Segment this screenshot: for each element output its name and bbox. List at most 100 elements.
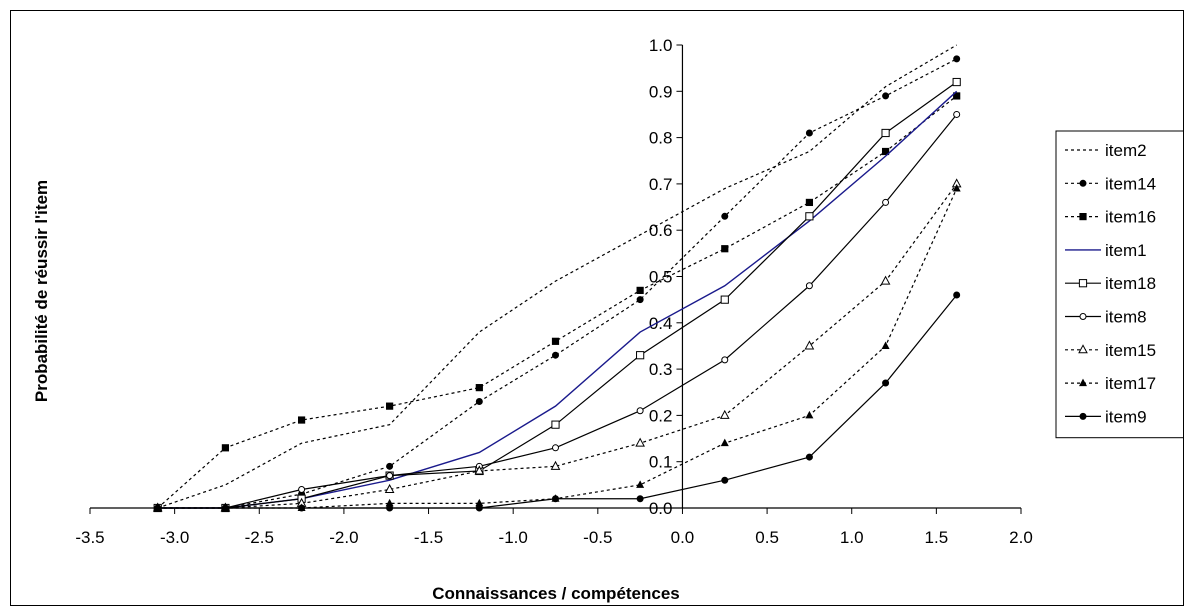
data-point-item14	[475, 398, 483, 406]
data-point-item18	[881, 128, 890, 138]
data-point-item18	[551, 420, 560, 429]
data-point-item9	[154, 504, 162, 512]
legend-label-item9: item9	[1105, 407, 1147, 426]
data-point-item9	[298, 504, 306, 512]
legend-marker-item14	[1079, 179, 1087, 187]
series-item8	[154, 110, 961, 512]
y-axis-title: Probabilité de réussir l'item	[32, 180, 51, 402]
data-point-item18	[720, 295, 729, 304]
legend-box	[1055, 130, 1183, 439]
x-tick-label: 0.5	[755, 528, 779, 547]
data-point-item9	[475, 504, 483, 512]
y-tick-label: 0.0	[649, 499, 673, 518]
legend-marker-item8	[1079, 313, 1087, 320]
data-point-item17	[636, 480, 645, 488]
series-item9	[154, 291, 961, 512]
series-item15	[152, 178, 962, 512]
legend-marker-item15	[1078, 344, 1088, 354]
series-line-item14	[157, 58, 957, 509]
legend-item-item14: item14	[1065, 174, 1156, 193]
data-point-item15	[804, 340, 815, 350]
series-item2	[157, 44, 957, 509]
data-point-item15	[880, 275, 891, 285]
data-point-item9	[221, 504, 229, 512]
legend-item-item18: item18	[1065, 274, 1156, 293]
data-point-item17	[385, 498, 394, 507]
data-point-item17	[881, 341, 890, 349]
data-point-item9	[805, 453, 813, 461]
data-point-item14	[386, 462, 394, 470]
data-point-item9	[721, 476, 729, 484]
data-point-item15	[550, 460, 561, 470]
data-point-item17	[805, 410, 814, 419]
data-point-item15	[719, 409, 730, 419]
chart-frame: -3.5 -3.0 -2.5 -2.0 -1.5 -1.0 -0.5 0.0 0.5 1.0 1.5…	[10, 10, 1184, 606]
data-point-item8	[298, 485, 306, 493]
legend-label-item14: item14	[1105, 174, 1156, 193]
data-point-item14	[882, 92, 890, 100]
series-line-item17	[157, 188, 958, 509]
y-tick-label: 0.1	[649, 453, 673, 472]
data-point-item16	[953, 92, 961, 100]
x-tick-label: 2.0	[1009, 528, 1033, 547]
x-tick-label: -1.5	[414, 528, 443, 547]
data-point-item14	[805, 129, 813, 137]
data-point-item8	[552, 444, 559, 452]
data-point-item14	[721, 212, 729, 220]
data-point-item17	[952, 184, 961, 192]
data-point-item16	[221, 444, 230, 452]
y-tick-label: 0.5	[649, 268, 673, 287]
data-point-item8	[882, 198, 890, 206]
data-point-item15	[474, 465, 485, 475]
legend-label-item15: item15	[1105, 341, 1156, 360]
data-point-item17	[720, 438, 729, 447]
axes: -3.5 -3.0 -2.5 -2.0 -1.5 -1.0 -0.5 0.0 0.5 1.0 1.5…	[75, 36, 1032, 547]
data-point-item9	[882, 379, 890, 387]
y-tick-label: 0.7	[649, 175, 673, 194]
legend-item-item2: item2	[1065, 141, 1147, 160]
y-tick-label: 0.8	[649, 129, 673, 148]
line-chart: -3.5 -3.0 -2.5 -2.0 -1.5 -1.0 -0.5 0.0 0.5 1.0 1.5…	[32, 36, 1183, 603]
legend-label-item16: item16	[1105, 208, 1156, 227]
x-tick-label: -3.0	[160, 528, 189, 547]
legend-item-item8: item8	[1065, 308, 1147, 327]
x-tick-label: 1.0	[840, 528, 864, 547]
data-point-item16	[805, 198, 814, 207]
data-point-item15	[635, 437, 645, 447]
series-line-item18	[157, 81, 958, 509]
y-tick-label: 0.6	[649, 221, 673, 240]
data-point-item16	[721, 245, 729, 253]
legend-marker-item17	[1079, 378, 1087, 387]
data-point-item16	[386, 402, 394, 410]
legend-label-item8: item8	[1105, 308, 1147, 327]
legend-item-item15: item15	[1065, 341, 1156, 360]
y-tick-label: 0.2	[649, 406, 673, 425]
legend-marker-item9	[1079, 412, 1087, 420]
data-point-item8	[386, 472, 394, 480]
legend: item2 item14 item16 item1 item18 item8 item15 i…	[1055, 130, 1183, 439]
data-point-item16	[636, 286, 644, 294]
legend-marker-item16	[1079, 213, 1087, 221]
series-line-item16	[157, 95, 958, 509]
data-point-item9	[953, 291, 961, 299]
y-tick-label: 1.0	[649, 36, 673, 55]
x-axis-title: Connaissances / compétences	[432, 584, 680, 603]
data-point-item18	[805, 212, 814, 221]
data-point-item16	[297, 416, 306, 424]
y-tick-label: 0.3	[649, 360, 673, 379]
legend-item-item1: item1	[1065, 241, 1147, 260]
x-tick-label: -2.0	[329, 528, 358, 547]
y-tick-label: 0.4	[649, 314, 673, 333]
data-point-item8	[953, 110, 961, 118]
x-tick-label: -1.0	[499, 528, 528, 547]
data-point-item8	[721, 356, 729, 364]
legend-label-item1: item1	[1105, 241, 1147, 260]
data-point-item9	[552, 495, 559, 503]
data-point-item15	[384, 483, 395, 493]
data-point-item17	[475, 498, 484, 507]
legend-label-item2: item2	[1105, 141, 1147, 160]
series-line-item15	[157, 183, 958, 509]
legend-item-item17: item17	[1065, 374, 1156, 393]
series-line-item9	[157, 294, 958, 509]
series-item17	[153, 184, 961, 511]
